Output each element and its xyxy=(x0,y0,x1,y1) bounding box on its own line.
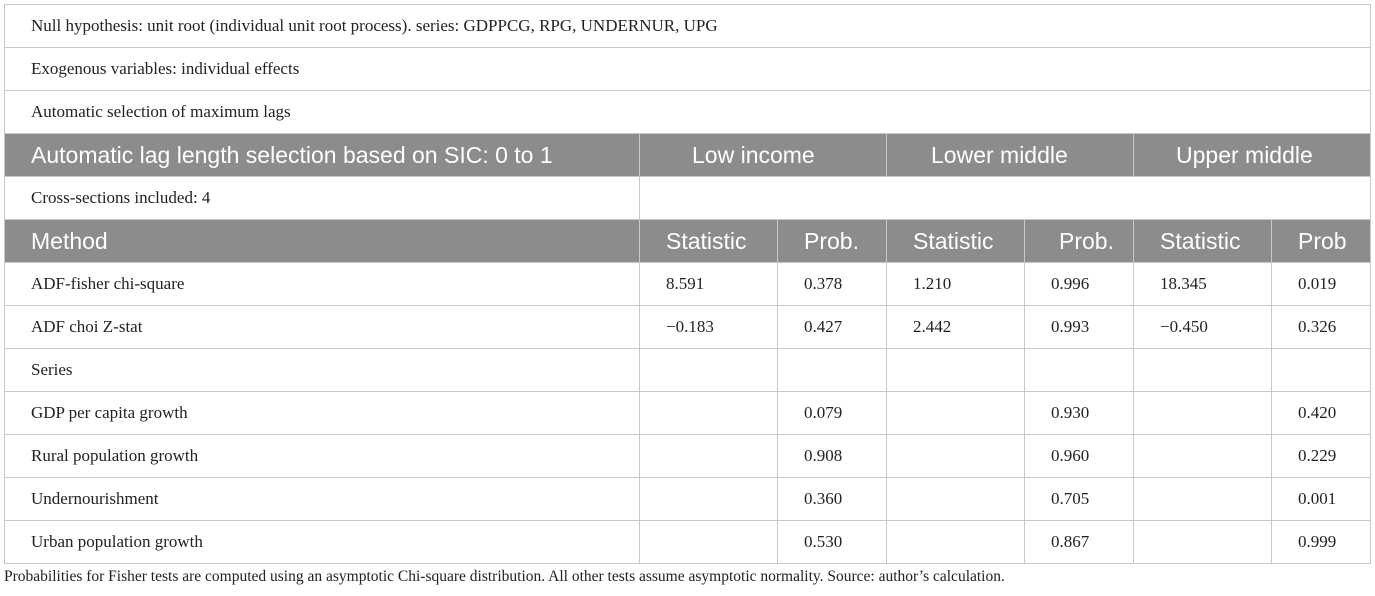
table-cell: 2.442 xyxy=(886,305,1025,349)
table-cell: 0.326 xyxy=(1270,305,1372,349)
row-label: Urban population growth xyxy=(4,520,640,564)
column-header-row: Method Statistic Prob. Statistic Prob. S… xyxy=(4,219,1372,263)
table-cell: 0.867 xyxy=(1024,520,1134,564)
cross-sections-row: Cross-sections included: 4 xyxy=(4,176,1372,220)
table-cell xyxy=(886,434,1025,478)
table-row: Series xyxy=(4,348,1372,392)
table-cell: 0.427 xyxy=(777,305,887,349)
table-cell: 0.079 xyxy=(777,391,887,435)
table-cell xyxy=(777,348,887,392)
table-cell xyxy=(886,520,1025,564)
table-cell: 0.019 xyxy=(1270,262,1372,306)
table-cell: 0.378 xyxy=(777,262,887,306)
group-header-row: Automatic lag length selection based on … xyxy=(4,133,1372,177)
lower-middle-header: Lower middle xyxy=(886,133,1134,177)
table-row: Urban population growth 0.530 0.867 0.99… xyxy=(4,520,1372,564)
table-cell: 0.930 xyxy=(1024,391,1134,435)
table-cell xyxy=(1133,477,1272,521)
table-row: Rural population growth 0.908 0.960 0.22… xyxy=(4,434,1372,478)
table-cell: −0.450 xyxy=(1133,305,1272,349)
row-label: Series xyxy=(4,348,640,392)
null-hypothesis-note: Null hypothesis: unit root (individual u… xyxy=(3,4,1372,48)
table-cell xyxy=(639,434,778,478)
table-cell: 0.993 xyxy=(1024,305,1134,349)
table-cell xyxy=(639,348,778,392)
table-cell xyxy=(1133,520,1272,564)
table-cell: 0.229 xyxy=(1270,434,1372,478)
cross-sections-label: Cross-sections included: 4 xyxy=(4,176,640,220)
upper-middle-header: Upper middle xyxy=(1132,133,1372,177)
table-cell: 0.996 xyxy=(1024,262,1134,306)
results-table-container: Null hypothesis: unit root (individual u… xyxy=(3,4,1372,564)
lower-prob-header: Prob. xyxy=(1024,219,1134,263)
cross-sections-empty-cell xyxy=(638,176,1372,220)
table-cell: 0.001 xyxy=(1270,477,1372,521)
table-cell xyxy=(1024,348,1134,392)
low-prob-header: Prob. xyxy=(777,219,887,263)
table-cell xyxy=(639,520,778,564)
table-cell xyxy=(886,391,1025,435)
table-row: ADF-fisher chi-square 8.591 0.378 1.210 … xyxy=(4,262,1372,306)
upper-statistic-header: Statistic xyxy=(1133,219,1272,263)
table-cell xyxy=(1133,434,1272,478)
table-cell xyxy=(1133,348,1272,392)
table-cell: 18.345 xyxy=(1133,262,1272,306)
low-income-header: Low income xyxy=(639,133,887,177)
table-row: ADF choi Z-stat −0.183 0.427 2.442 0.993… xyxy=(4,305,1372,349)
upper-prob-header: Prob xyxy=(1270,219,1372,263)
table-cell xyxy=(1133,391,1272,435)
table-cell: 0.530 xyxy=(777,520,887,564)
lag-selection-note: Automatic selection of maximum lags xyxy=(3,90,1372,134)
row-label: Undernourishment xyxy=(4,477,640,521)
exogenous-variables-note: Exogenous variables: individual effects xyxy=(3,47,1372,91)
table-cell xyxy=(1270,348,1372,392)
table-row: Undernourishment 0.360 0.705 0.001 xyxy=(4,477,1372,521)
table-row: GDP per capita growth 0.079 0.930 0.420 xyxy=(4,391,1372,435)
table-cell: 0.999 xyxy=(1270,520,1372,564)
table-cell: 8.591 xyxy=(639,262,778,306)
table-cell: −0.183 xyxy=(639,305,778,349)
low-statistic-header: Statistic xyxy=(639,219,778,263)
lag-length-header: Automatic lag length selection based on … xyxy=(4,133,640,177)
table-cell: 0.960 xyxy=(1024,434,1134,478)
lower-statistic-header: Statistic xyxy=(886,219,1025,263)
table-footnote: Probabilities for Fisher tests are compu… xyxy=(4,568,1005,585)
table-cell xyxy=(886,477,1025,521)
row-label: ADF choi Z-stat xyxy=(4,305,640,349)
table-cell: 0.420 xyxy=(1270,391,1372,435)
table-cell: 0.908 xyxy=(777,434,887,478)
row-label: ADF-fisher chi-square xyxy=(4,262,640,306)
method-header: Method xyxy=(4,219,640,263)
table-cell xyxy=(639,477,778,521)
table-cell: 1.210 xyxy=(886,262,1025,306)
table-cell xyxy=(886,348,1025,392)
row-label: Rural population growth xyxy=(4,434,640,478)
table-cell: 0.705 xyxy=(1024,477,1134,521)
row-label: GDP per capita growth xyxy=(4,391,640,435)
unit-root-test-table: Null hypothesis: unit root (individual u… xyxy=(3,4,1372,564)
table-cell xyxy=(639,391,778,435)
table-cell: 0.360 xyxy=(777,477,887,521)
